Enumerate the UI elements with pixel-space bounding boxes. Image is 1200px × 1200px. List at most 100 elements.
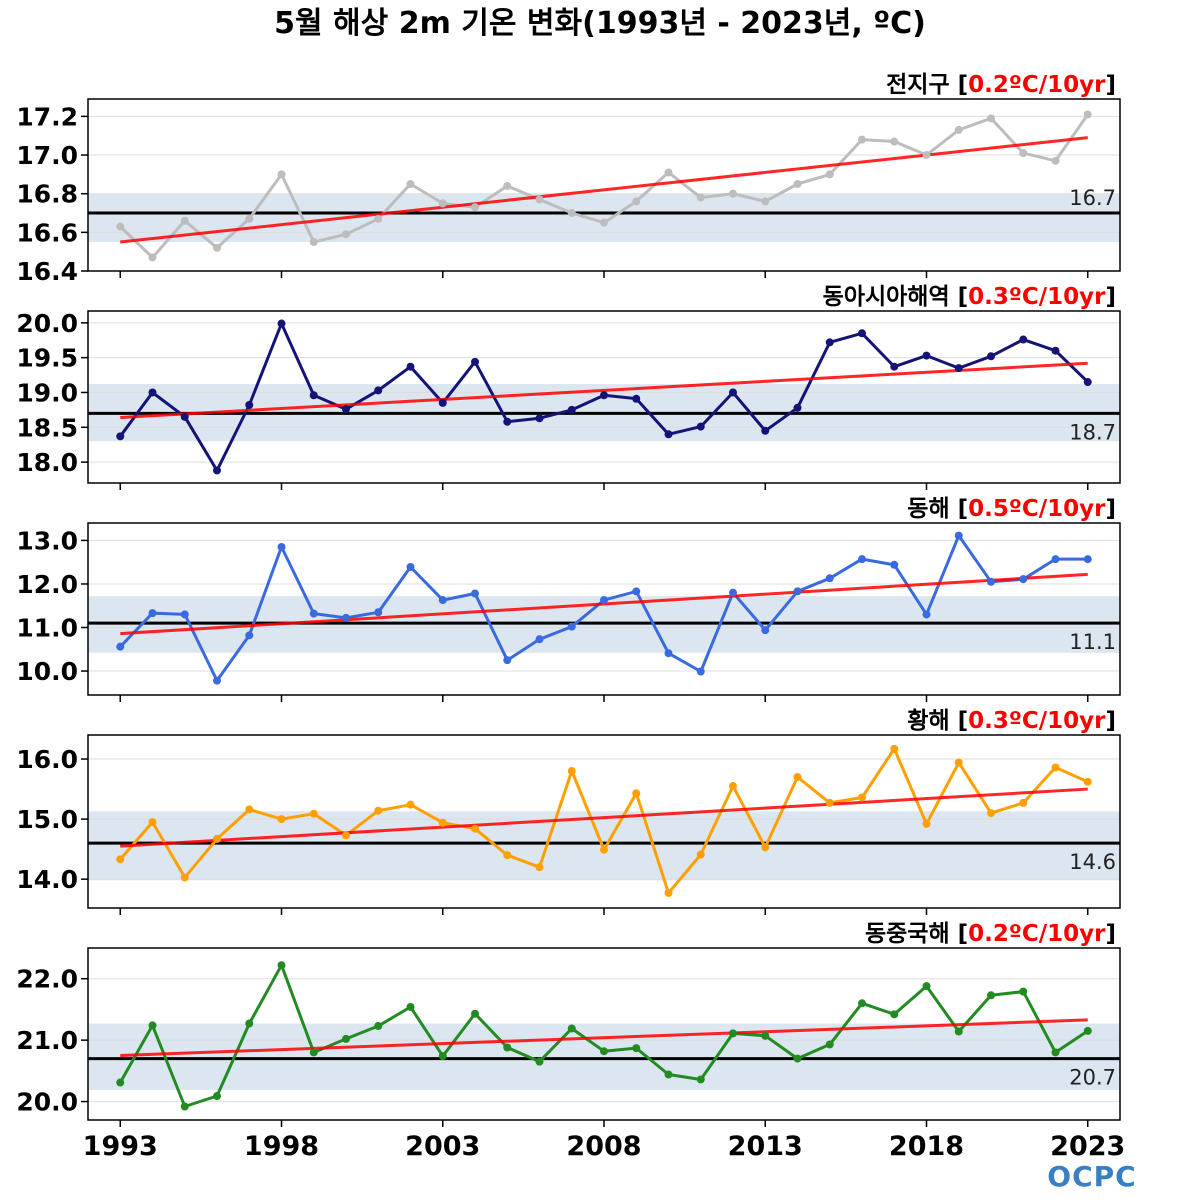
data-point [213, 834, 221, 843]
data-point [148, 253, 157, 262]
data-point [1051, 763, 1060, 772]
y-tick-label: 11.0 [16, 614, 78, 643]
plot-area [88, 110, 1120, 262]
data-point [277, 319, 286, 328]
data-point [922, 151, 931, 160]
y-tick-label: 17.0 [16, 141, 78, 170]
data-point [1083, 110, 1092, 119]
y-tick-label: 16.8 [16, 180, 78, 209]
data-point [664, 430, 673, 439]
data-point [825, 574, 834, 583]
data-point [1019, 798, 1028, 807]
data-point [793, 403, 802, 412]
data-point [213, 676, 221, 685]
x-tick-label: 2013 [728, 1131, 803, 1162]
data-point [374, 386, 383, 395]
data-point [567, 767, 576, 776]
data-point [632, 197, 641, 206]
data-point [696, 667, 705, 676]
data-point [406, 1002, 415, 1011]
data-point [954, 364, 963, 373]
data-point [309, 809, 318, 818]
data-point [148, 388, 157, 397]
data-point [987, 352, 995, 361]
y-tick-label: 20.0 [16, 309, 78, 338]
data-point [567, 405, 576, 414]
data-point [987, 577, 995, 586]
data-point [632, 394, 641, 403]
panel-1: 18.0 18.5 19.0 19.5 20.0 18.7 동아시아해역 [0.3ºC/10… [16, 284, 1121, 490]
data-point [761, 197, 770, 206]
data-point [180, 873, 189, 882]
data-point [793, 773, 802, 782]
data-point [632, 1044, 641, 1053]
data-point [277, 961, 286, 970]
data-point [116, 855, 125, 864]
data-point [954, 125, 963, 134]
data-point [825, 1040, 834, 1049]
panel-2: 10.0 11.0 12.0 13.0 11.1 동해 [0.5ºC/10yr] [16, 496, 1121, 702]
panel-frame [87, 98, 1121, 272]
data-point [1051, 156, 1060, 165]
data-point [471, 1009, 479, 1018]
data-point [342, 613, 350, 622]
data-point [245, 805, 254, 814]
data-point [245, 1019, 254, 1028]
mean-value-label: 16.7 [1069, 186, 1116, 210]
region-name: 동해 [ [907, 496, 968, 522]
plot-area [88, 961, 1120, 1111]
data-point [148, 609, 157, 618]
trend-rate: 0.3ºC/10yr [968, 708, 1106, 734]
data-point [696, 422, 705, 431]
data-point [374, 1022, 383, 1031]
data-point [213, 1092, 221, 1101]
data-point [729, 388, 737, 397]
data-point [309, 238, 318, 247]
data-point [342, 831, 350, 840]
panel-frame [87, 947, 1121, 1121]
panel-title: 동중국해 [0.2ºC/10yr] [865, 921, 1116, 947]
data-point [1051, 346, 1060, 355]
x-tick-label: 1998 [244, 1131, 319, 1162]
data-point [664, 888, 673, 897]
y-tick-label: 13.0 [16, 526, 78, 555]
mean-value-label: 14.6 [1069, 850, 1116, 874]
panel-frame [87, 522, 1121, 696]
data-point [374, 806, 383, 815]
data-point [954, 1027, 963, 1036]
region-name: 동중국해 [ [865, 921, 968, 947]
data-point [1051, 1048, 1060, 1057]
bracket-close: ] [1105, 72, 1116, 98]
data-point [858, 135, 866, 144]
data-point [890, 744, 899, 753]
data-point [729, 588, 737, 597]
data-point [471, 357, 479, 366]
data-point [1019, 335, 1028, 344]
data-point [406, 562, 415, 571]
data-point [729, 1029, 737, 1038]
data-point [535, 414, 544, 423]
trend-rate: 0.2ºC/10yr [968, 921, 1106, 947]
trend-rate: 0.5ºC/10yr [968, 496, 1106, 522]
data-point [858, 999, 866, 1008]
data-point [567, 209, 576, 218]
data-point [438, 199, 447, 208]
data-point [600, 218, 608, 227]
x-tick-label: 2018 [889, 1131, 964, 1162]
data-point [406, 800, 415, 809]
bracket-close: ] [1105, 496, 1116, 522]
y-tick-label: 20.0 [16, 1088, 78, 1117]
y-tick-label: 16.4 [16, 257, 78, 286]
data-point [1083, 555, 1092, 564]
panel-title: 전지구 [0.2ºC/10yr] [886, 72, 1116, 98]
panel-frame [87, 734, 1121, 909]
data-point [1051, 555, 1060, 564]
data-point [567, 1024, 576, 1033]
data-point [245, 631, 254, 640]
data-point [664, 168, 673, 177]
data-point [890, 1010, 899, 1019]
data-point [438, 818, 447, 827]
data-point [471, 203, 479, 212]
data-point [890, 362, 899, 371]
